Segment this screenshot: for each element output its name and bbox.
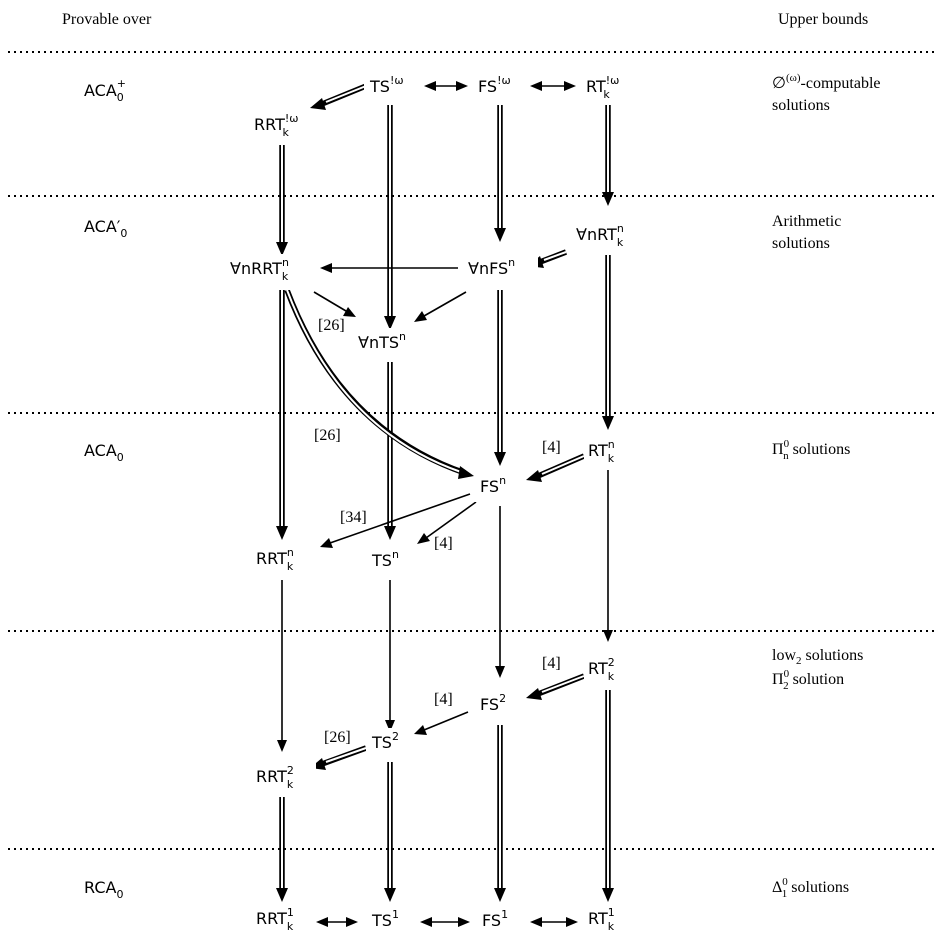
node-ts-n: TSn — [366, 546, 414, 576]
node-rt-omega: RT!ω k — [580, 72, 636, 102]
header-upper-bounds: Upper bounds — [778, 11, 868, 28]
double-arrow — [276, 797, 288, 902]
node-fs-2: FS2 — [474, 690, 526, 720]
arrow — [320, 263, 458, 273]
node-fs-n: FSn — [474, 472, 526, 502]
biarrow — [420, 917, 470, 927]
arrow — [414, 711, 469, 735]
node-rrt-omega: RRT!ω k — [248, 110, 320, 144]
bound-delta01-solutions: Δ0 1 solutions — [772, 876, 849, 900]
double-arrow — [494, 725, 506, 902]
node-all-rrt-n: ∀nRRTn k — [226, 254, 318, 290]
arrow — [495, 506, 505, 678]
svg-text:RT!ωk: RT!ω k — [586, 74, 619, 101]
citation-4d: [4] — [434, 691, 453, 708]
double-arrow — [384, 362, 396, 540]
bound-pi0n-solutions: Π0 n solutions — [772, 438, 850, 462]
double-arrow — [494, 290, 506, 466]
double-arrow — [310, 745, 367, 770]
node-ts-1: TS1 — [366, 906, 414, 934]
double-arrow — [526, 673, 586, 700]
arrow — [417, 501, 477, 544]
double-arrow — [384, 105, 396, 330]
bound-arithmetic: Arithmetic — [772, 213, 841, 230]
double-arrow — [602, 105, 614, 206]
citation-26b: [26] — [314, 427, 341, 444]
node-rrt-2: RRT2 k — [250, 762, 316, 796]
node-rrt-n: RRTn k — [250, 544, 316, 578]
header-provable-over: Provable over — [62, 11, 152, 28]
arrow — [603, 470, 613, 642]
svg-text:TS2: TS2 — [371, 730, 399, 752]
arrow — [385, 580, 395, 732]
double-arrow — [276, 145, 288, 256]
citation-4c: [4] — [542, 655, 561, 672]
citation-4b: [4] — [434, 535, 453, 552]
citation-4a: [4] — [542, 439, 561, 456]
arrow — [414, 291, 467, 322]
node-rt-2: RT2 k — [584, 654, 634, 688]
node-all-fs-n: ∀nFSn — [462, 254, 538, 284]
double-arrow — [494, 105, 506, 242]
node-all-ts-n: ∀nTSn — [352, 328, 428, 358]
double-arrow — [310, 83, 368, 110]
svg-text:TS1: TS1 — [371, 908, 399, 930]
node-fs-omega: FS!ω — [472, 72, 528, 98]
citation-34: [34] — [340, 509, 367, 526]
svg-text:TS!ω: TS!ω — [369, 74, 404, 96]
node-ts-omega: TS!ω — [364, 72, 420, 98]
bound-omega-computable: ∅(ω)-computable — [772, 72, 880, 92]
bound-solutions-1: solutions — [772, 97, 830, 114]
arrow — [320, 493, 471, 548]
node-fs-1: FS1 — [476, 906, 524, 934]
node-rt-n: RTn k — [584, 436, 634, 470]
node-rt-1: RT1 k — [584, 904, 634, 938]
svg-text:TSn: TSn — [371, 548, 399, 570]
arrow — [277, 580, 287, 752]
bound-low2-solutions: low2 solutions — [772, 647, 863, 667]
node-ts-2: TS2 — [366, 728, 414, 758]
double-arrow — [276, 290, 288, 540]
system-aca0-prime: ACA′0 — [84, 217, 127, 240]
biarrow — [530, 81, 576, 91]
citation-26a: [26] — [318, 317, 345, 334]
double-arrow — [384, 762, 396, 902]
double-arrow — [602, 255, 614, 430]
double-arrow — [526, 453, 586, 482]
svg-text:∀nTSn: ∀nTSn — [358, 330, 406, 352]
node-all-rt-n: ∀nRTn k — [570, 220, 646, 254]
bound-solutions-2: solutions — [772, 235, 830, 252]
double-arrow-curve — [284, 289, 474, 479]
double-arrow — [602, 690, 614, 902]
citation-26c: [26] — [324, 729, 351, 746]
biarrow — [316, 917, 358, 927]
arrow — [313, 291, 356, 317]
svg-text:FS2: FS2 — [480, 692, 506, 714]
node-rrt-1: RRT1 k — [250, 904, 316, 938]
svg-text:∀nFSn: ∀nFSn — [468, 256, 515, 278]
bound-pi02-solution: Π0 2 solution — [772, 668, 844, 692]
svg-text:FSn: FSn — [480, 474, 506, 496]
system-aca0-plus: ACA0+ — [84, 77, 126, 104]
svg-text:RRT!ωk: RRT!ω k — [254, 112, 298, 139]
biarrow — [424, 81, 468, 91]
biarrow — [530, 917, 578, 927]
svg-text:FS!ω: FS!ω — [478, 74, 511, 96]
system-rca0: RCA0 — [84, 878, 123, 901]
svg-text:FS1: FS1 — [482, 908, 508, 930]
system-aca0: ACA0 — [84, 441, 124, 464]
